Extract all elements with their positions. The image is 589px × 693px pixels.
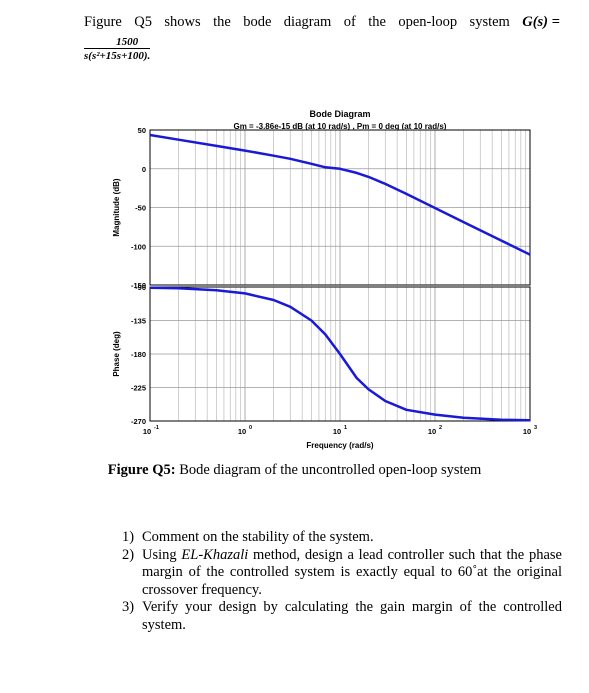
intro-paragraph: Figure Q5 shows the bode diagram of the open-loo… <box>84 14 560 31</box>
question-item: 2) Using EL-Khazali method, design a lea… <box>122 547 562 600</box>
figure-caption: Figure Q5: Bode diagram of the uncontrol… <box>0 462 589 479</box>
intro-line: Figure Q5 shows the bode diagram of the open-loo… <box>84 14 560 31</box>
caption-label: Figure Q5: <box>107 462 176 478</box>
x-tick-label: 10 <box>428 427 436 436</box>
y-tick-label: -100 <box>131 242 146 251</box>
caption-text: Bode diagram of the uncontrolled open-lo… <box>175 462 482 478</box>
x-tick-label: 10 <box>523 427 531 436</box>
y-tick-label: -135 <box>131 317 146 326</box>
method-name: EL-Khazali <box>181 546 249 563</box>
intro-word: shows <box>164 14 201 30</box>
x-tick-label: 10 <box>238 427 246 436</box>
y-tick-label: -50 <box>135 204 146 213</box>
intro-word: diagram <box>283 14 332 30</box>
fraction-denominator-text: s(s²+15s+100) <box>84 50 148 62</box>
question-item: 3) Verify your design by calculating the… <box>122 599 562 634</box>
intro-word: bode <box>243 14 272 30</box>
y-tick-label: 50 <box>138 126 146 135</box>
x-tick-label: 10 <box>143 427 151 436</box>
y-tick-label: -150 <box>131 281 146 290</box>
question-text: Comment on the stability of the system. <box>142 529 374 545</box>
plot-frame <box>149 129 531 286</box>
intro-word: the <box>213 14 231 30</box>
chart-title: Bode Diagram <box>309 109 370 119</box>
question-text-pre: Using <box>142 546 182 563</box>
intro-word: of <box>343 14 356 30</box>
question-number: 3) <box>122 599 135 615</box>
x-tick-exponent: 0 <box>249 425 252 431</box>
question-text: Verify your design by calculating the ga… <box>142 599 562 633</box>
intro-word: Figure <box>84 14 122 30</box>
question-list: 1) Comment on the stability of the syste… <box>122 529 562 634</box>
y-axis-label: Magnitude (dB) <box>112 178 121 237</box>
fraction-end-mark: . <box>147 50 151 62</box>
y-tick-label: -90 <box>135 283 146 292</box>
x-tick-exponent: 2 <box>439 425 442 431</box>
bode-diagram: Bode Diagram Gm = -3.86e-15 dB (at 10 rad… <box>100 100 550 465</box>
x-tick-exponent: 3 <box>534 425 537 431</box>
fraction-denominator: s(s²+15s+100). <box>84 48 151 62</box>
intro-equation: G(s) = <box>522 14 560 30</box>
y-axis-label: Phase (deg) <box>112 331 121 377</box>
y-tick-label: 0 <box>142 165 146 174</box>
transfer-function-fraction: 1500 s(s²+15s+100). <box>84 36 151 62</box>
x-tick-exponent: 1 <box>344 425 347 431</box>
question-item: 1) Comment on the stability of the syste… <box>122 529 562 547</box>
x-tick-exponent: -1 <box>154 425 159 431</box>
fraction-numerator: 1500 <box>116 36 139 48</box>
plot-frame <box>149 286 531 422</box>
bode-diagram-svg: Bode Diagram Gm = -3.86e-15 dB (at 10 rad… <box>112 109 537 450</box>
question-text-post: method, design a lead controller such th… <box>142 546 562 598</box>
intro-word: the <box>368 14 386 30</box>
intro-word: system <box>469 14 510 30</box>
question-text: Using EL-Khazali method, design a lead c… <box>142 547 562 600</box>
y-tick-label: -180 <box>131 350 146 359</box>
intro-word: Q5 <box>134 14 152 30</box>
question-number: 2) <box>122 546 135 563</box>
x-tick-label: 10 <box>333 427 341 436</box>
intro-word: open-loop <box>398 14 458 30</box>
question-number: 1) <box>122 529 135 545</box>
chart-subtitle: Gm = -3.86e-15 dB (at 10 rad/s) , Pm = 0… <box>234 122 447 131</box>
y-tick-label: -225 <box>131 384 146 393</box>
x-axis-label: Frequency (rad/s) <box>306 441 373 450</box>
y-tick-label: -270 <box>131 417 146 426</box>
